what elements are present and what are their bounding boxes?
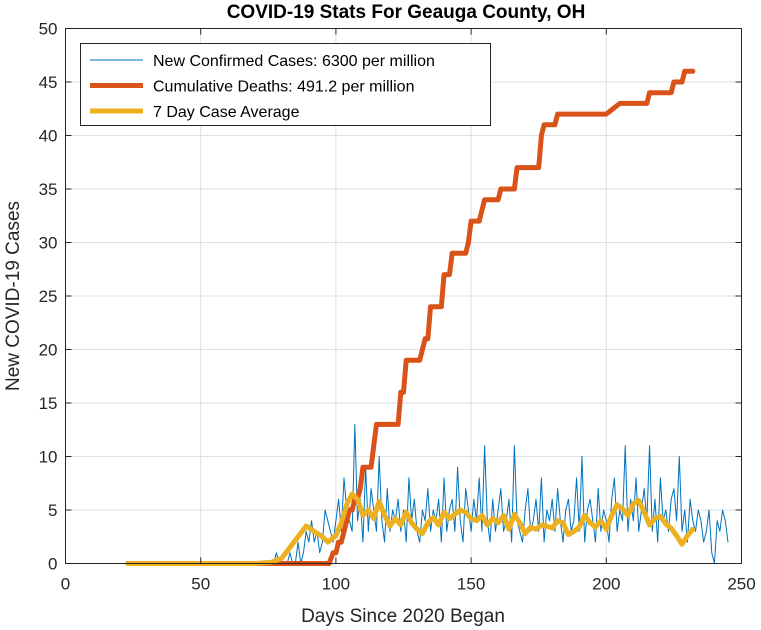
x-tick-label: 50 bbox=[191, 575, 210, 594]
x-tick-label: 100 bbox=[322, 575, 350, 594]
legend: New Confirmed Cases: 6300 per million Cum… bbox=[80, 43, 491, 126]
y-tick-label: 30 bbox=[39, 234, 58, 253]
series-line-2 bbox=[125, 491, 696, 566]
legend-entry-2: 7 Day Case Average bbox=[153, 104, 300, 121]
y-tick-label: 15 bbox=[39, 394, 58, 413]
x-tick-label: 250 bbox=[727, 575, 755, 594]
y-tick-label: 5 bbox=[48, 501, 57, 520]
y-tick-label: 40 bbox=[39, 127, 58, 146]
y-tick-label: 50 bbox=[39, 20, 58, 39]
y-tick-label: 20 bbox=[39, 341, 58, 360]
series-line-0 bbox=[127, 423, 729, 564]
legend-entry-0: New Confirmed Cases: 6300 per million bbox=[153, 53, 435, 70]
y-tick-label: 45 bbox=[39, 73, 58, 92]
y-tick-label: 0 bbox=[48, 555, 57, 574]
series-layer bbox=[125, 68, 729, 566]
y-tick-label: 35 bbox=[39, 180, 58, 199]
y-tick-label: 25 bbox=[39, 287, 58, 306]
legend-entry-1: Cumulative Deaths: 491.2 per million bbox=[153, 79, 414, 96]
x-tick-label: 150 bbox=[457, 575, 485, 594]
x-axis-label: Days Since 2020 Began bbox=[301, 606, 505, 627]
chart-title: COVID-19 Stats For Geauga County, OH bbox=[227, 2, 586, 23]
series-line-1 bbox=[125, 68, 696, 566]
y-tick-label: 10 bbox=[39, 448, 58, 467]
x-tick-label: 0 bbox=[61, 575, 70, 594]
legend-box bbox=[80, 43, 491, 126]
ticks: 0 50 100 150 200 250 0 5 10 15 20 25 30 35 40 45 50 bbox=[39, 20, 756, 594]
x-tick-label: 200 bbox=[592, 575, 620, 594]
y-axis-label: New COVID-19 Cases bbox=[3, 201, 24, 391]
